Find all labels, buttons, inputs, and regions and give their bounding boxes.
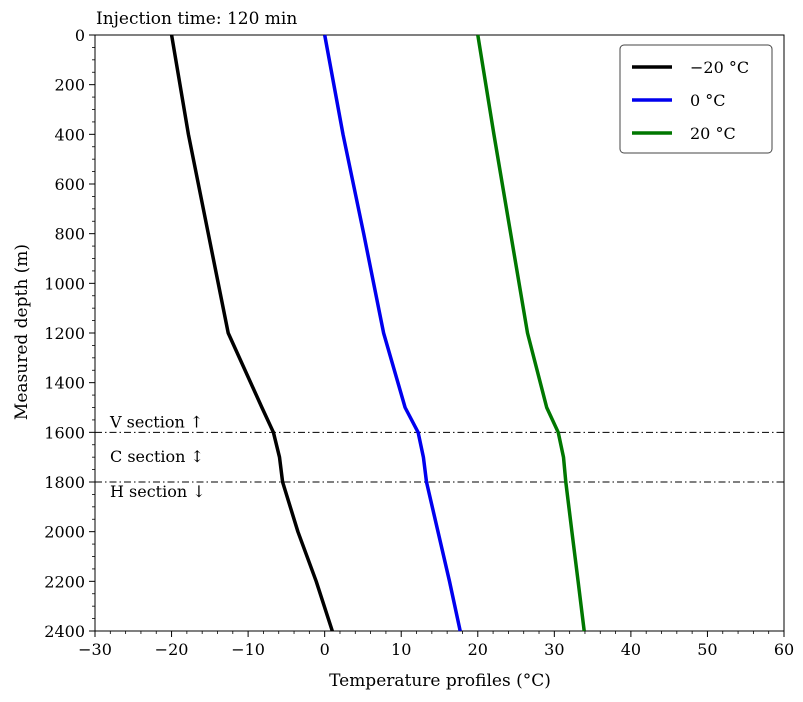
series-line: [476, 34, 586, 632]
x-tick-label: −20: [155, 640, 189, 659]
y-tick-label: 600: [54, 175, 85, 194]
y-tick-label: 2000: [44, 523, 85, 542]
section-annotation: V section ↑: [109, 412, 203, 431]
x-axis-title: Temperature profiles (°C): [329, 671, 551, 691]
legend-label: −20 °C: [690, 58, 749, 77]
x-tick-label: 0: [320, 640, 330, 659]
y-tick-label: 1800: [44, 473, 85, 492]
legend: −20 °C 0 °C 20 °C: [619, 44, 773, 154]
series-lines: [169, 34, 586, 632]
y-tick-label: 2200: [44, 572, 85, 591]
x-tick-label: 50: [697, 640, 717, 659]
y-tick-label: 800: [54, 225, 85, 244]
section-annotations: V section ↑ C section ↕ H section ↓: [109, 412, 206, 501]
y-tick-label: 1400: [44, 374, 85, 393]
section-annotation: H section ↓: [110, 482, 206, 501]
x-tick-label: 60: [774, 640, 794, 659]
legend-box: [619, 44, 773, 154]
legend-label: 20 °C: [690, 124, 736, 143]
chart-title: Injection time: 120 min: [96, 9, 297, 29]
y-tick-label: 1600: [44, 423, 85, 442]
x-tick-label: 10: [391, 640, 411, 659]
section-annotation: C section ↕: [110, 447, 204, 466]
x-tick-label: 20: [468, 640, 488, 659]
legend-label: 0 °C: [690, 91, 726, 110]
reference-lines: [95, 431, 784, 483]
x-axis: −30 −20 −10 0 10 20 30 40 50 60: [78, 631, 794, 659]
y-axis-title: Measured depth (m): [12, 244, 32, 420]
x-tick-label: −30: [78, 640, 112, 659]
x-tick-label: 40: [621, 640, 641, 659]
x-tick-label: −10: [231, 640, 265, 659]
y-tick-label: 2400: [44, 622, 85, 641]
series-line: [169, 34, 334, 632]
y-tick-label: 0: [75, 26, 85, 45]
x-tick-label: 30: [544, 640, 564, 659]
y-axis: 0 200 400 600 800 1000 1200 1400 1600 1800 2000 220…: [44, 26, 95, 641]
y-tick-label: 200: [54, 76, 85, 95]
series-line: [322, 34, 462, 632]
y-tick-label: 1200: [44, 324, 85, 343]
y-tick-label: 400: [54, 125, 85, 144]
y-tick-label: 1000: [44, 274, 85, 293]
